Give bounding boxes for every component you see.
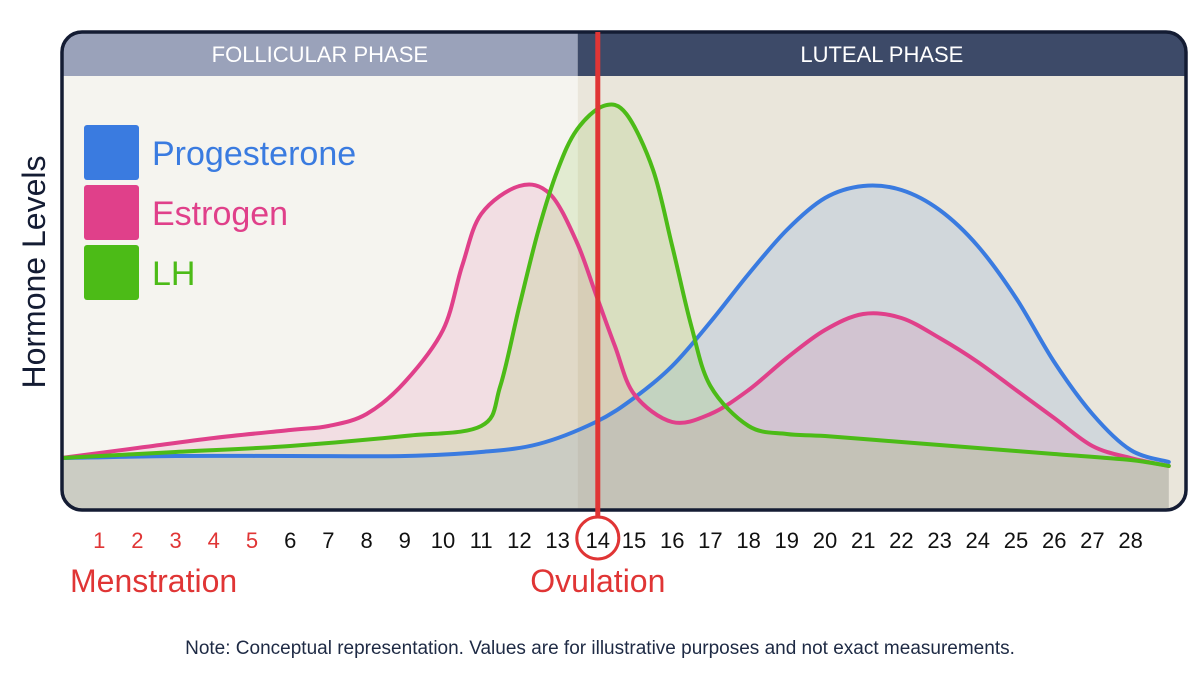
legend-swatch-estrogen xyxy=(84,185,139,240)
legend-label-estrogen: Estrogen xyxy=(152,195,288,233)
x-tick-label: 4 xyxy=(208,528,220,553)
follicular-phase-background xyxy=(62,32,578,510)
x-tick-label: 18 xyxy=(736,528,760,553)
x-tick-label: 21 xyxy=(851,528,875,553)
series-line-progesterone xyxy=(62,183,1171,464)
x-tick-label: 8 xyxy=(360,528,372,553)
x-tick-label: 24 xyxy=(966,528,990,553)
x-tick-label: 17 xyxy=(698,528,722,553)
ovulation-marker xyxy=(575,515,621,561)
x-tick-label: 14 xyxy=(586,528,610,553)
footer-note: Note: Conceptual representation. Values … xyxy=(185,638,1015,659)
x-tick-label: 10 xyxy=(431,528,455,553)
x-tick-label: 27 xyxy=(1080,528,1104,553)
follicular-phase-header xyxy=(62,32,578,76)
x-tick-label: 9 xyxy=(399,528,411,553)
series-line-estrogen xyxy=(62,182,1171,468)
x-tick-label: 25 xyxy=(1004,528,1028,553)
series-fill-lh xyxy=(62,104,1169,510)
x-tick-label: 3 xyxy=(169,528,181,553)
y-axis-label: Hormone Levels xyxy=(16,156,52,389)
x-tick-label: 5 xyxy=(246,528,258,553)
x-tick-label: 26 xyxy=(1042,528,1066,553)
legend-swatch-lh xyxy=(84,245,139,300)
x-tick-label: 15 xyxy=(622,528,646,553)
legend-label-lh: LH xyxy=(152,255,195,293)
legend-label-progesterone: Progesterone xyxy=(152,135,356,173)
chart-frame xyxy=(60,30,1188,512)
x-tick-label: 13 xyxy=(545,528,569,553)
luteal-phase-header xyxy=(577,32,1186,76)
x-tick-label: 23 xyxy=(927,528,951,553)
legend-swatch-progesterone xyxy=(84,125,139,180)
x-tick-label: 16 xyxy=(660,528,684,553)
x-tick-label: 19 xyxy=(775,528,799,553)
follicular-phase-label: FOLLICULAR PHASE xyxy=(212,42,428,67)
legend: Progesterone Estrogen LH xyxy=(84,125,356,300)
series-fill-progesterone xyxy=(62,185,1169,510)
x-tick-label: 28 xyxy=(1118,528,1142,553)
x-tick-label: 1 xyxy=(93,528,105,553)
x-tick-label: 6 xyxy=(284,528,296,553)
series-line-lh xyxy=(62,102,1171,468)
x-axis-ticks: 1 2 3 4 5 6 7 8 9 10 11 12 13 14 15 16 17 18 19 20 21 22 23 24 2… xyxy=(93,528,1143,553)
x-tick-label: 20 xyxy=(813,528,837,553)
luteal-phase-label: LUTEAL PHASE xyxy=(800,42,963,67)
x-tick-label: 11 xyxy=(470,528,493,553)
x-tick-label: 2 xyxy=(131,528,143,553)
x-tick-label: 12 xyxy=(507,528,531,553)
x-tick-label: 22 xyxy=(889,528,913,553)
menstruation-annotation: Menstration xyxy=(70,563,237,599)
ovulation-annotation: Ovulation xyxy=(530,563,665,599)
x-tick-label: 7 xyxy=(322,528,334,553)
